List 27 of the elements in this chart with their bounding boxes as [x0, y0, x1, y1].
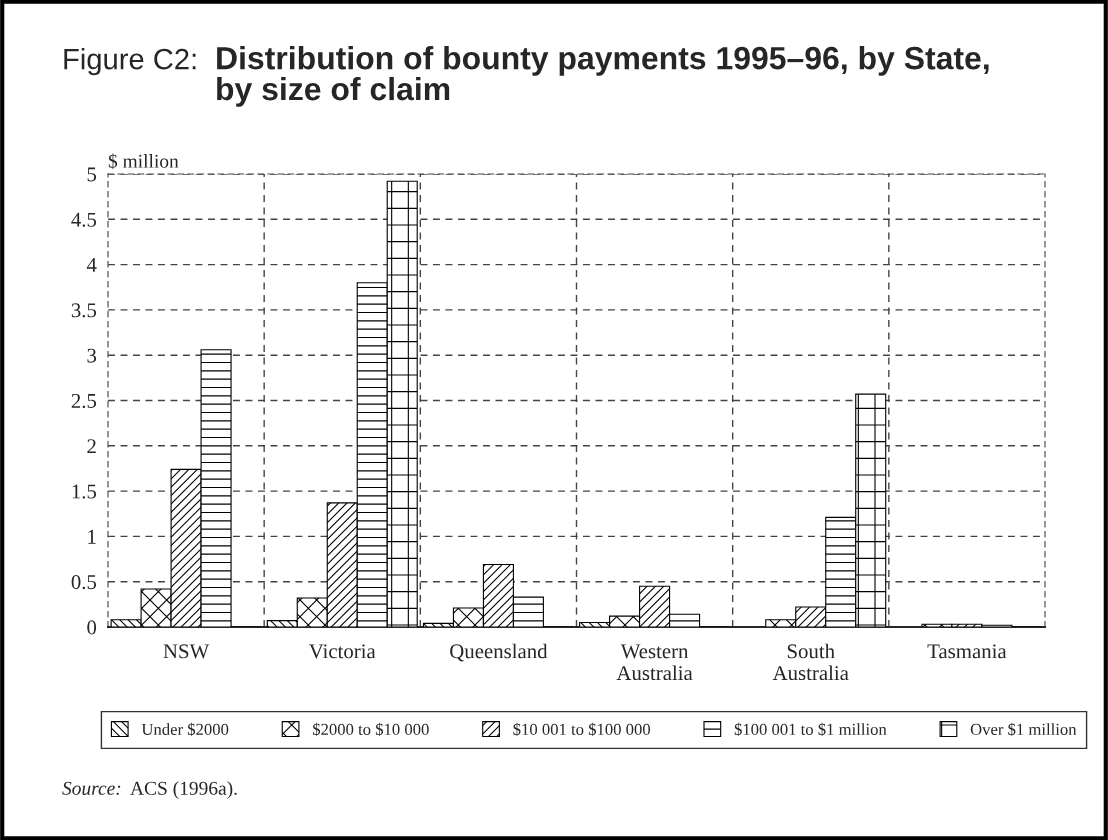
legend-label: Under $2000: [141, 722, 229, 737]
chart-title: Figure C2:: [64, 48, 196, 76]
legend-label: $10 001 to $100 000: [513, 722, 651, 737]
x-tick-label: South Australia: [772, 643, 849, 681]
y-tick-label: 1.5: [72, 484, 97, 499]
y-tick-label: 5: [87, 167, 97, 182]
chart-subtitle: Distribution of bounty payments 1995–96, by State, by size of claim: [217, 46, 989, 107]
source-note: Source:: [62, 781, 121, 795]
y-tick-label: 4.5: [71, 212, 97, 227]
legend-label: $100 001 to $1 million: [734, 722, 887, 737]
x-tick-label: NSW: [163, 644, 210, 659]
x-tick-label: Victoria: [308, 644, 376, 659]
x-tick-label: Queensland: [450, 643, 548, 662]
x-tick-label: Western Australia: [616, 644, 693, 681]
y-tick-label: 0.5: [71, 575, 97, 590]
y-axis-title: $ million: [108, 153, 179, 170]
y-tick-label: 3.5: [71, 303, 97, 318]
text: ACS (1996a).: [130, 781, 237, 799]
y-tick-label: 0: [87, 620, 97, 635]
legend-label: $2000 to $10 000: [312, 722, 429, 737]
y-tick-label: 2: [87, 439, 96, 454]
y-tick-label: 2.5: [71, 393, 97, 409]
legend-label: Over $1 million: [970, 722, 1077, 737]
x-tick-label: Tasmania: [927, 644, 1007, 659]
y-tick-label: 4: [86, 258, 97, 272]
y-tick-label: 3: [87, 348, 97, 363]
y-tick-label: 1: [88, 529, 96, 544]
